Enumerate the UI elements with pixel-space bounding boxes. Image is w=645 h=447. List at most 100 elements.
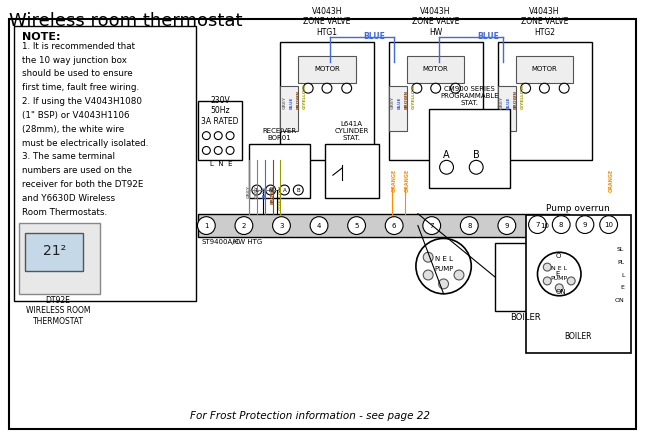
Circle shape [322, 83, 332, 93]
Text: receiver for both the DT92E: receiver for both the DT92E [21, 180, 143, 189]
Text: L: L [255, 187, 258, 193]
Bar [325, 143, 379, 198]
Text: (28mm), the white wire: (28mm), the white wire [21, 125, 124, 134]
Text: N E L: N E L [435, 256, 453, 262]
Text: 4: 4 [317, 223, 321, 228]
Text: BOILER: BOILER [564, 332, 591, 341]
Circle shape [535, 217, 553, 235]
Text: NOTE:: NOTE: [21, 32, 60, 42]
Text: BROWN: BROWN [514, 90, 518, 109]
Text: 7: 7 [535, 222, 540, 228]
Text: V4043H
ZONE VALVE
HTG1: V4043H ZONE VALVE HTG1 [303, 7, 351, 37]
Text: A: A [443, 150, 450, 160]
Text: PL: PL [617, 260, 624, 265]
Text: ORANGE: ORANGE [404, 169, 410, 192]
Text: SL: SL [617, 247, 624, 252]
Bar [199, 101, 242, 160]
Text: N: N [268, 187, 273, 193]
Text: B: B [297, 187, 300, 193]
Text: 10: 10 [604, 222, 613, 228]
Text: BLUE: BLUE [290, 97, 293, 109]
Bar [407, 55, 464, 83]
Circle shape [567, 277, 575, 285]
Text: BLUE: BLUE [507, 97, 511, 109]
Text: B: B [473, 150, 480, 160]
Text: BROWN: BROWN [296, 90, 301, 109]
Bar [389, 86, 407, 131]
Text: MOTOR: MOTOR [423, 67, 448, 72]
Text: L641A
CYLINDER
STAT.: L641A CYLINDER STAT. [335, 121, 369, 140]
Text: RECEIVER
BOR01: RECEIVER BOR01 [263, 127, 297, 140]
Bar [199, 214, 569, 237]
Bar [249, 143, 310, 198]
Text: PUMP: PUMP [434, 266, 453, 272]
Bar [25, 233, 83, 271]
Bar [495, 243, 556, 311]
Circle shape [439, 279, 448, 289]
Text: BOILER: BOILER [510, 312, 541, 321]
Circle shape [498, 217, 516, 235]
Text: BLUE: BLUE [398, 97, 402, 109]
Text: GREY: GREY [247, 185, 251, 198]
Circle shape [214, 147, 222, 154]
Bar [429, 109, 510, 188]
Text: 3. The same terminal: 3. The same terminal [21, 152, 115, 161]
Circle shape [203, 147, 210, 154]
Circle shape [600, 216, 617, 233]
Text: must be electrically isolated.: must be electrically isolated. [21, 139, 148, 148]
Circle shape [310, 217, 328, 235]
Text: G/YELLOW: G/YELLOW [412, 84, 416, 109]
Text: A: A [283, 187, 286, 193]
Bar [516, 55, 573, 83]
Text: GREY: GREY [255, 185, 259, 198]
Text: should be used to ensure: should be used to ensure [21, 69, 132, 78]
Text: GREY: GREY [283, 96, 286, 109]
Circle shape [412, 83, 422, 93]
Circle shape [226, 132, 234, 139]
Text: CM900 SERIES
PROGRAMMABLE
STAT.: CM900 SERIES PROGRAMMABLE STAT. [440, 86, 499, 106]
Circle shape [416, 238, 471, 294]
Circle shape [235, 217, 253, 235]
Text: BLUE: BLUE [363, 32, 385, 41]
Text: Wireless room thermostat: Wireless room thermostat [8, 12, 242, 30]
Text: G/YELLOW: G/YELLOW [279, 185, 283, 211]
Circle shape [529, 216, 546, 233]
Bar [498, 42, 592, 160]
Text: L: L [621, 273, 624, 278]
Text: BROWN: BROWN [271, 185, 275, 204]
Circle shape [576, 216, 594, 233]
Circle shape [214, 132, 222, 139]
Text: (1" BSP) or V4043H1106: (1" BSP) or V4043H1106 [21, 111, 129, 120]
Text: 2: 2 [242, 223, 246, 228]
Text: HW HTG: HW HTG [233, 240, 263, 245]
Text: ORANGE: ORANGE [609, 169, 614, 192]
Circle shape [543, 263, 551, 271]
Text: 21²: 21² [43, 245, 66, 258]
Text: ST9400A/C: ST9400A/C [201, 240, 240, 245]
Text: 8: 8 [467, 223, 471, 228]
Text: 10: 10 [540, 223, 549, 228]
Text: V4043H
ZONE VALVE
HW: V4043H ZONE VALVE HW [412, 7, 459, 37]
Circle shape [555, 284, 563, 292]
Text: GREY: GREY [500, 96, 504, 109]
Text: BLUE: BLUE [477, 32, 499, 41]
Circle shape [423, 217, 441, 235]
Text: BROWN: BROWN [405, 90, 409, 109]
Circle shape [348, 217, 366, 235]
Text: V4043H
ZONE VALVE
HTG2: V4043H ZONE VALVE HTG2 [521, 7, 568, 37]
Bar [281, 42, 374, 160]
Text: 5: 5 [354, 223, 359, 228]
Circle shape [273, 217, 290, 235]
Text: MOTOR: MOTOR [314, 67, 340, 72]
Text: ON: ON [615, 298, 624, 303]
Circle shape [226, 147, 234, 154]
Text: Pump overrun: Pump overrun [546, 204, 610, 213]
Circle shape [537, 252, 581, 296]
Text: G/YELLOW: G/YELLOW [303, 84, 307, 109]
Text: and Y6630D Wireless: and Y6630D Wireless [21, 194, 115, 203]
Circle shape [454, 270, 464, 280]
Circle shape [203, 132, 210, 139]
Bar [526, 215, 631, 353]
Text: 1. It is recommended that: 1. It is recommended that [21, 42, 135, 51]
Text: 3: 3 [279, 223, 284, 228]
